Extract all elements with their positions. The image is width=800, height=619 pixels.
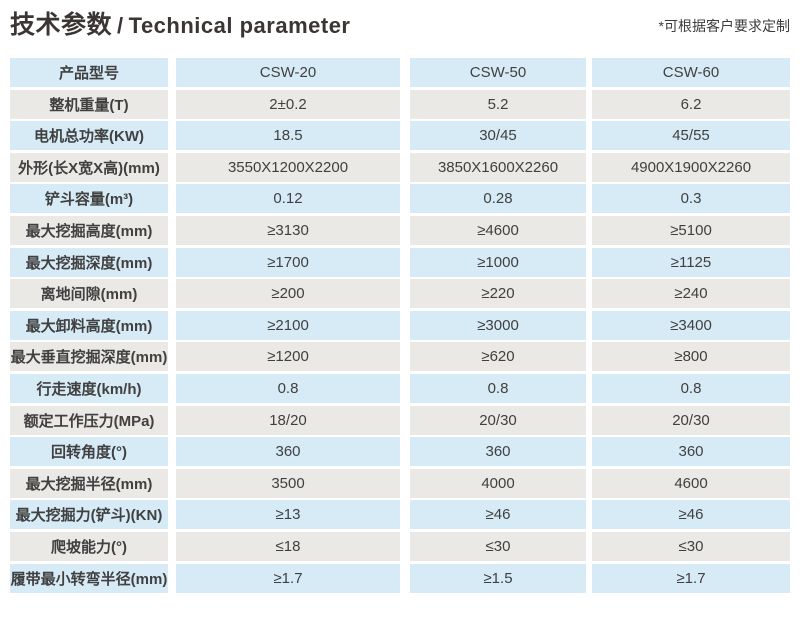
param-label: 行走速度(km/h) <box>10 373 168 403</box>
value-csw50: 360 <box>410 437 586 467</box>
value-csw20: 0.12 <box>176 184 400 214</box>
param-label: 爬坡能力(°) <box>10 531 168 561</box>
table-row: 最大挖掘力(铲斗)(KN) ≥13 ≥46 ≥46 <box>10 500 790 530</box>
column-header-model: CSW-50 <box>410 58 586 87</box>
value-csw50: ≥46 <box>410 500 586 530</box>
page-title-english: Technical parameter <box>128 13 351 38</box>
param-label: 最大挖掘深度(mm) <box>10 247 168 277</box>
param-label: 回转角度(°) <box>10 437 168 467</box>
value-csw50: 3850X1600X2260 <box>410 152 586 182</box>
param-label: 最大垂直挖掘深度(mm) <box>10 342 168 372</box>
table-row: 离地间隙(mm) ≥200 ≥220 ≥240 <box>10 279 790 309</box>
value-csw60: 45/55 <box>592 121 790 151</box>
table-row: 最大挖掘高度(mm) ≥3130 ≥4600 ≥5100 <box>10 215 790 245</box>
value-csw20: ≥1200 <box>176 342 400 372</box>
value-csw50: ≤30 <box>410 531 586 561</box>
value-csw20: 2±0.2 <box>176 89 400 119</box>
customization-note: *可根据客户要求定制 <box>658 18 790 34</box>
param-label: 外形(长X宽X高)(mm) <box>10 152 168 182</box>
param-label: 电机总功率(KW) <box>10 121 168 151</box>
value-csw50: 0.28 <box>410 184 586 214</box>
table-row: 铲斗容量(m³) 0.12 0.28 0.3 <box>10 184 790 214</box>
value-csw20: ≥2100 <box>176 310 400 340</box>
value-csw20: ≥1.7 <box>176 563 400 593</box>
param-label: 最大挖掘半径(mm) <box>10 468 168 498</box>
value-csw60: ≥1125 <box>592 247 790 277</box>
value-csw50: 5.2 <box>410 89 586 119</box>
table-row: 爬坡能力(°) ≤18 ≤30 ≤30 <box>10 531 790 561</box>
value-csw20: 360 <box>176 437 400 467</box>
value-csw50: 30/45 <box>410 121 586 151</box>
value-csw60: ≥800 <box>592 342 790 372</box>
value-csw60: 4600 <box>592 468 790 498</box>
value-csw50: ≥220 <box>410 279 586 309</box>
param-label: 离地间隙(mm) <box>10 279 168 309</box>
value-csw20: 0.8 <box>176 373 400 403</box>
value-csw20: ≥13 <box>176 500 400 530</box>
value-csw20: ≤18 <box>176 531 400 561</box>
param-label: 最大挖掘力(铲斗)(KN) <box>10 500 168 530</box>
table-row: 履带最小转弯半径(mm) ≥1.7 ≥1.5 ≥1.7 <box>10 563 790 593</box>
value-csw60: 20/30 <box>592 405 790 435</box>
value-csw60: 360 <box>592 437 790 467</box>
table-row: 整机重量(T) 2±0.2 5.2 6.2 <box>10 89 790 119</box>
table-row: 外形(长X宽X高)(mm) 3550X1200X2200 3850X1600X226… <box>10 152 790 182</box>
column-header-model: CSW-60 <box>592 58 790 87</box>
table-row: 最大挖掘深度(mm) ≥1700 ≥1000 ≥1125 <box>10 247 790 277</box>
table-row: 额定工作压力(MPa) 18/20 20/30 20/30 <box>10 405 790 435</box>
value-csw60: 6.2 <box>592 89 790 119</box>
param-label: 产品型号 <box>10 58 168 87</box>
table-row: 回转角度(°) 360 360 360 <box>10 437 790 467</box>
value-csw20: ≥1700 <box>176 247 400 277</box>
value-csw60: ≥3400 <box>592 310 790 340</box>
value-csw20: 3550X1200X2200 <box>176 152 400 182</box>
param-label: 铲斗容量(m³) <box>10 184 168 214</box>
page-header: 技术参数 / Technical parameter *可根据客户要求定制 <box>10 10 790 40</box>
table-row: 行走速度(km/h) 0.8 0.8 0.8 <box>10 373 790 403</box>
page-title-chinese: 技术参数 <box>10 11 113 39</box>
value-csw60: ≤30 <box>592 531 790 561</box>
value-csw60: ≥1.7 <box>592 563 790 593</box>
model-header-row: 产品型号 CSW-20 CSW-50 CSW-60 <box>10 58 790 87</box>
table-row: 最大垂直挖掘深度(mm) ≥1200 ≥620 ≥800 <box>10 342 790 372</box>
param-label: 整机重量(T) <box>10 89 168 119</box>
value-csw60: ≥240 <box>592 279 790 309</box>
value-csw50: ≥3000 <box>410 310 586 340</box>
value-csw50: 4000 <box>410 468 586 498</box>
value-csw50: ≥620 <box>410 342 586 372</box>
value-csw60: 0.3 <box>592 184 790 214</box>
page-title: 技术参数 / Technical parameter <box>10 10 351 40</box>
value-csw60: 4900X1900X2260 <box>592 152 790 182</box>
technical-parameter-table: 产品型号 CSW-20 CSW-50 CSW-60 整机重量(T) 2±0.2 5.2 6.2… <box>10 58 790 593</box>
value-csw60: ≥5100 <box>592 215 790 245</box>
value-csw20: 18/20 <box>176 405 400 435</box>
value-csw20: 3500 <box>176 468 400 498</box>
table-row: 电机总功率(KW) 18.5 30/45 45/55 <box>10 121 790 151</box>
column-header-model: CSW-20 <box>176 58 400 87</box>
value-csw20: ≥3130 <box>176 215 400 245</box>
param-label: 最大挖掘高度(mm) <box>10 215 168 245</box>
value-csw50: ≥1000 <box>410 247 586 277</box>
value-csw20: 18.5 <box>176 121 400 151</box>
value-csw50: 20/30 <box>410 405 586 435</box>
table-row: 最大卸料高度(mm) ≥2100 ≥3000 ≥3400 <box>10 310 790 340</box>
param-label: 履带最小转弯半径(mm) <box>10 563 168 593</box>
value-csw50: ≥4600 <box>410 215 586 245</box>
table-row: 最大挖掘半径(mm) 3500 4000 4600 <box>10 468 790 498</box>
page-title-separator: / <box>117 13 124 38</box>
param-label: 最大卸料高度(mm) <box>10 310 168 340</box>
value-csw60: 0.8 <box>592 373 790 403</box>
value-csw50: ≥1.5 <box>410 563 586 593</box>
value-csw20: ≥200 <box>176 279 400 309</box>
value-csw60: ≥46 <box>592 500 790 530</box>
value-csw50: 0.8 <box>410 373 586 403</box>
param-label: 额定工作压力(MPa) <box>10 405 168 435</box>
